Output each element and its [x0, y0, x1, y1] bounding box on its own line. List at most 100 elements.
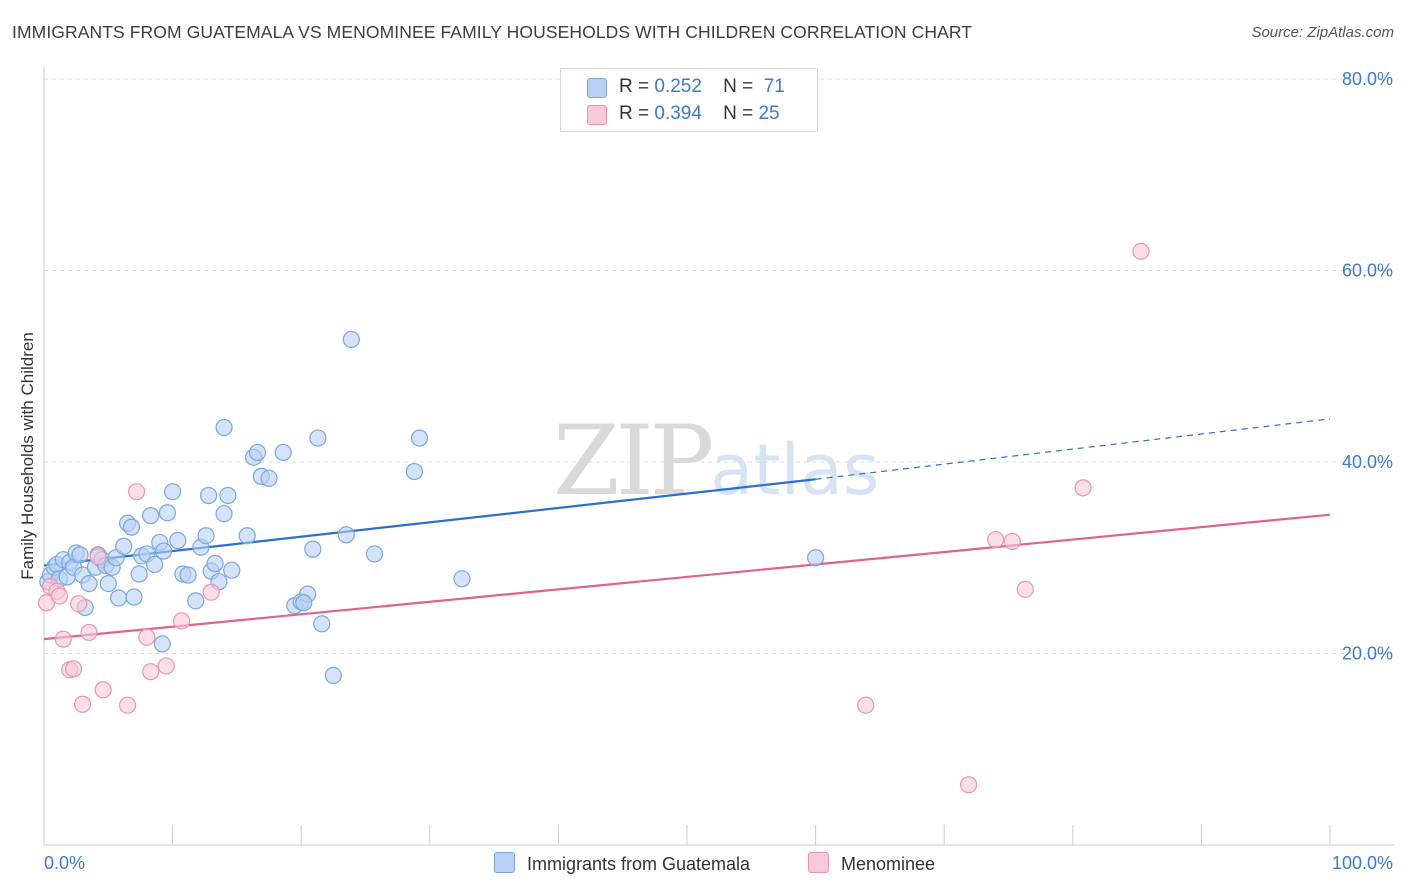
n-value-menominee: 25: [758, 103, 780, 124]
point-menominee: [960, 776, 978, 794]
point-menominee: [1074, 479, 1092, 497]
point-menominee: [987, 530, 1005, 549]
point-guatemala: [80, 575, 98, 593]
grid-lines: [44, 78, 1394, 654]
point-guatemala: [309, 429, 327, 447]
point-guatemala: [337, 526, 355, 544]
point-guatemala: [109, 589, 128, 607]
point-guatemala: [365, 545, 384, 563]
point-menominee: [50, 587, 69, 605]
point-guatemala: [274, 443, 292, 462]
correlation-legend: R = 0.252 N = 71 R = 0.394 N = 25: [560, 68, 818, 132]
point-menominee: [70, 595, 88, 613]
y-tick-label: 80.0%: [1342, 69, 1393, 89]
n-value-guatemala: 71: [763, 76, 785, 97]
point-menominee: [1132, 242, 1150, 260]
point-guatemala: [206, 554, 224, 573]
point-guatemala: [158, 504, 177, 522]
bottom-legend-label-guatemala: Immigrants from Guatemala: [527, 854, 751, 874]
point-guatemala: [169, 531, 187, 550]
point-guatemala: [130, 565, 148, 583]
point-menominee: [142, 663, 160, 681]
chart-title: IMMIGRANTS FROM GUATEMALA VS MENOMINEE F…: [12, 22, 973, 42]
trend-line-menominee: [43, 513, 1331, 641]
n-label: N =: [723, 76, 754, 97]
point-menominee: [89, 548, 107, 566]
trend-lines: [43, 418, 1331, 641]
point-guatemala: [71, 546, 89, 564]
y-axis-label: Family Households with Children: [18, 332, 37, 580]
point-guatemala: [200, 486, 218, 505]
point-guatemala: [453, 570, 471, 588]
source-credit: Source: ZipAtlas.com: [1251, 24, 1394, 41]
bottom-legend-swatch-blue: [494, 852, 515, 873]
point-guatemala: [223, 561, 241, 579]
point-guatemala: [115, 537, 133, 555]
watermark: ZIPatlas: [553, 405, 879, 517]
point-guatemala: [405, 462, 423, 481]
point-menominee: [138, 628, 156, 646]
point-guatemala: [99, 575, 117, 593]
point-menominee: [173, 612, 191, 630]
point-guatemala: [215, 418, 233, 437]
y-tick-label: 60.0%: [1342, 261, 1393, 281]
point-guatemala: [142, 507, 160, 525]
point-menominee: [857, 696, 875, 714]
bottom-legend-swatch-pink: [808, 852, 829, 873]
tick-labels: 20.0% 40.0% 60.0% 80.0% 0.0% 100.0%: [44, 69, 1393, 873]
point-menominee: [54, 630, 72, 648]
point-guatemala: [313, 615, 331, 633]
bottom-legend-menominee: Menominee: [808, 852, 935, 875]
point-menominee: [94, 681, 112, 699]
y-tick-label: 20.0%: [1342, 644, 1393, 664]
point-guatemala: [215, 505, 233, 523]
point-guatemala: [324, 666, 342, 685]
r-label: R =: [619, 76, 650, 97]
trend-line-guatemala: [43, 478, 816, 567]
legend-stats-menominee: R = 0.394 N = 25: [619, 103, 780, 125]
point-guatemala: [219, 486, 237, 505]
r-label: R =: [619, 103, 650, 124]
point-menominee: [1016, 580, 1034, 598]
point-guatemala: [164, 483, 182, 501]
point-guatemala: [187, 592, 205, 610]
point-menominee: [1003, 532, 1021, 551]
legend-stats-guatemala: R = 0.252 N = 71: [619, 76, 785, 98]
legend-swatch-blue: [587, 78, 607, 98]
x-tick-label: 100.0%: [1332, 853, 1393, 873]
axes: [43, 66, 1394, 846]
point-guatemala: [342, 330, 360, 349]
watermark-atlas: atlas: [710, 429, 880, 511]
point-guatemala: [248, 443, 267, 462]
point-guatemala: [410, 429, 429, 447]
point-menominee: [80, 623, 98, 642]
data-points: [37, 242, 1150, 794]
point-guatemala: [197, 527, 215, 545]
point-menominee: [157, 657, 175, 675]
n-label: N =: [723, 103, 754, 124]
point-guatemala: [153, 635, 171, 653]
bottom-legend-label-menominee: Menominee: [841, 854, 936, 874]
point-menominee: [127, 483, 146, 501]
point-guatemala: [295, 594, 313, 612]
x-tick-label: 0.0%: [44, 853, 85, 873]
bottom-legend-guatemala: Immigrants from Guatemala: [494, 852, 750, 875]
point-guatemala: [260, 469, 278, 487]
trend-extension-guatemala: [815, 418, 1331, 480]
watermark-zip: ZIP: [553, 405, 714, 517]
point-guatemala: [154, 542, 173, 560]
point-menominee: [118, 696, 137, 714]
point-guatemala: [145, 555, 164, 574]
point-guatemala: [122, 518, 141, 536]
point-guatemala: [125, 588, 143, 606]
point-menominee: [64, 660, 83, 678]
point-guatemala: [304, 540, 322, 558]
point-guatemala: [179, 566, 197, 584]
point-guatemala: [806, 549, 825, 567]
point-guatemala: [238, 527, 256, 545]
y-tick-label: 40.0%: [1342, 452, 1393, 472]
r-value-guatemala: 0.252: [654, 76, 702, 97]
legend-swatch-pink: [587, 105, 607, 125]
point-menominee: [202, 583, 220, 601]
